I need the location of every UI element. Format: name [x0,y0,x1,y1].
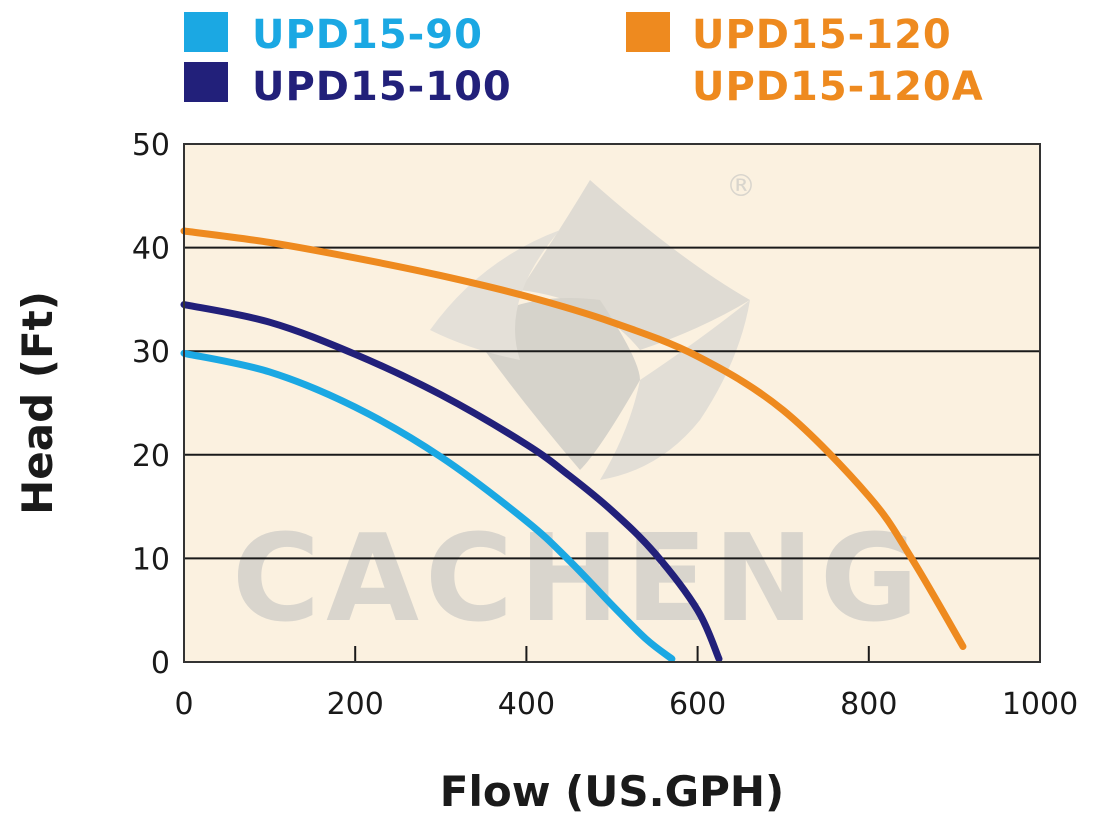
watermark-logo [430,180,750,480]
legend: UPD15-90 UPD15-100 UPD15-120 UPD15-120A [184,12,984,110]
x-tick-label-800: 800 [840,687,897,722]
watermark-registered-mark: ® [726,169,756,204]
x-tick-label-1000: 1000 [1002,687,1078,722]
plot-frame [183,143,1041,663]
series-lines [180,227,967,663]
legend-label-upd15-100: UPD15-100 [252,64,512,110]
y-tick-label-0: 0 [151,646,170,681]
legend-label-upd15-120a: UPD15-120A [692,64,984,110]
watermark: ® CACHENG [232,169,924,649]
gridlines [184,246,1040,560]
x-tick-label-400: 400 [498,687,555,722]
watermark-text: CACHENG [232,510,924,649]
y-tick-label-40: 40 [132,232,170,267]
legend-label-upd15-120: UPD15-120 [692,12,952,58]
x-axis-title: Flow (US.GPH) [440,767,784,816]
x-axis-ticks: 0 200 400 600 800 1000 [174,646,1078,722]
x-tick-label-600: 600 [669,687,726,722]
series-line-upd15-100 [180,301,723,663]
series-line-upd15-90 [180,349,676,663]
legend-swatch-upd15-90 [184,12,228,52]
legend-swatch-upd15-120 [626,12,670,52]
series-line-upd15-120 [180,227,967,650]
legend-label-upd15-90: UPD15-90 [252,12,483,58]
y-tick-label-20: 20 [132,439,170,474]
y-axis-ticks: 0 10 20 30 40 50 [132,128,170,681]
y-axis-title: Head (Ft) [13,291,62,515]
x-tick-label-200: 200 [327,687,384,722]
legend-swatch-upd15-100 [184,62,228,102]
x-tick-label-0: 0 [174,687,193,722]
y-tick-label-10: 10 [132,542,170,577]
y-tick-label-50: 50 [132,128,170,163]
y-tick-label-30: 30 [132,335,170,370]
